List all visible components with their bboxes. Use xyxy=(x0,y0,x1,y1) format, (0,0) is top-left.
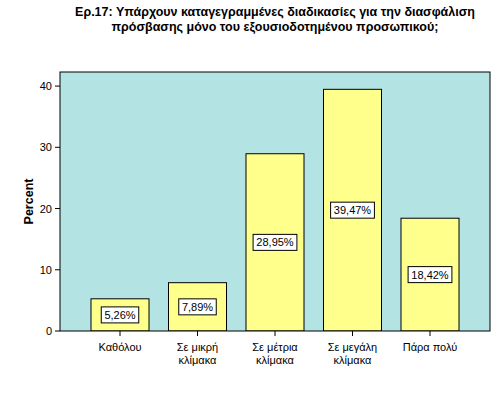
data-label-box xyxy=(408,267,452,283)
y-tick-label: 40 xyxy=(40,80,52,92)
y-tick xyxy=(55,147,60,148)
bar xyxy=(91,299,149,331)
x-tick-label: Σε μέτριακλίμακα xyxy=(252,341,298,366)
y-tick xyxy=(55,86,60,87)
bar xyxy=(169,283,227,331)
data-label-box xyxy=(331,202,375,218)
bar xyxy=(401,218,459,331)
x-tick xyxy=(352,331,353,336)
bar xyxy=(246,154,304,331)
chart-title: Ερ.17: Υπάρχουν καταγεγραμμένες διαδικασ… xyxy=(75,5,475,34)
y-tick xyxy=(55,269,60,270)
x-tick-label: Σε μικρήκλίμακα xyxy=(177,341,218,366)
x-tick xyxy=(197,331,198,336)
y-tick-label: 10 xyxy=(40,264,52,276)
x-tick-label: Καθόλου xyxy=(98,341,141,353)
y-tick-label: 20 xyxy=(40,203,52,215)
data-label-box xyxy=(179,299,217,315)
bar xyxy=(324,89,382,331)
data-label-box xyxy=(101,307,139,323)
bars xyxy=(91,89,459,331)
x-tick-label: Πάρα πολύ xyxy=(403,341,458,353)
y-tick xyxy=(55,331,60,332)
y-tick-label: 0 xyxy=(46,325,52,337)
chart-svg: Ερ.17: Υπάρχουν καταγεγραμμένες διαδικασ… xyxy=(0,0,501,402)
data-label: 7,89% xyxy=(182,301,213,313)
y-tick-label: 30 xyxy=(40,141,52,153)
chart-container: Ερ.17: Υπάρχουν καταγεγραμμένες διαδικασ… xyxy=(0,0,501,402)
plot-frame xyxy=(60,72,490,331)
data-label: 39,47% xyxy=(334,204,372,216)
data-label: 5,26% xyxy=(104,309,135,321)
data-label-box xyxy=(253,234,297,250)
x-tick-label: Σε μεγάληκλίμακα xyxy=(328,341,377,366)
x-tick xyxy=(275,331,276,336)
x-tick xyxy=(120,331,121,336)
plot-background xyxy=(60,72,490,331)
data-label: 18,42% xyxy=(411,269,449,281)
y-axis-label: Percent xyxy=(22,178,36,225)
y-tick xyxy=(55,208,60,209)
x-tick xyxy=(430,331,431,336)
data-label: 28,95% xyxy=(256,236,294,248)
